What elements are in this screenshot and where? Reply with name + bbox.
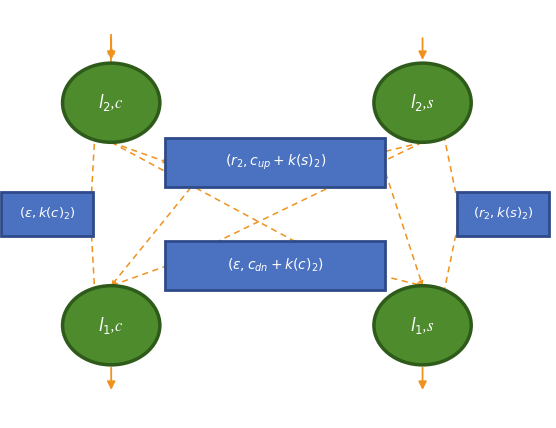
FancyBboxPatch shape	[165, 241, 385, 290]
Ellipse shape	[63, 63, 160, 142]
FancyBboxPatch shape	[2, 192, 93, 236]
Ellipse shape	[374, 286, 471, 365]
Text: $(r_2, k(s)_2)$: $(r_2, k(s)_2)$	[473, 206, 534, 222]
Text: $l_1$,s: $l_1$,s	[410, 315, 435, 336]
Text: $(\epsilon, k(c)_2)$: $(\epsilon, k(c)_2)$	[19, 206, 76, 222]
Ellipse shape	[63, 286, 160, 365]
FancyBboxPatch shape	[457, 192, 549, 236]
Text: $(r_2, c_{up} + k(s)_2)$: $(r_2, c_{up} + k(s)_2)$	[225, 153, 326, 172]
FancyBboxPatch shape	[165, 138, 385, 187]
Text: $(\epsilon, c_{dn} + k(c)_2)$: $(\epsilon, c_{dn} + k(c)_2)$	[227, 257, 324, 274]
Ellipse shape	[374, 63, 471, 142]
Text: $l_1$,c: $l_1$,c	[98, 315, 124, 336]
Text: $l_2$,s: $l_2$,s	[410, 92, 435, 113]
Text: $l_2$,c: $l_2$,c	[98, 92, 124, 113]
